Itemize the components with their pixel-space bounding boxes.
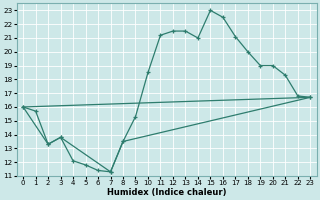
X-axis label: Humidex (Indice chaleur): Humidex (Indice chaleur) <box>107 188 227 197</box>
